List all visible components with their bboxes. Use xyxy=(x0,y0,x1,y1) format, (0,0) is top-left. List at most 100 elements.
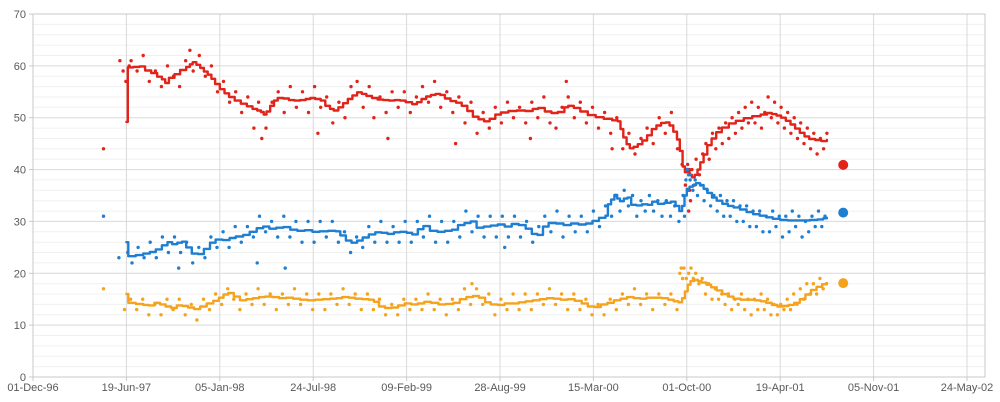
blue-poll-dot xyxy=(354,235,359,239)
orange-poll-dot xyxy=(250,302,254,307)
blue-final-result-dot xyxy=(838,207,849,218)
red-poll-dot xyxy=(815,152,819,156)
orange-poll-dot xyxy=(541,302,546,307)
blue-poll-dot xyxy=(177,266,181,270)
red-poll-dot xyxy=(645,126,649,130)
orange-poll-dot xyxy=(553,302,558,307)
red-poll-dot xyxy=(769,116,773,120)
orange-poll-dot xyxy=(414,297,418,301)
y-axis-label: 10 xyxy=(14,320,26,332)
blue-poll-dot xyxy=(476,214,480,218)
blue-poll-dot xyxy=(269,219,274,224)
red-poll-dot xyxy=(714,147,718,151)
orange-poll-dot xyxy=(317,292,321,296)
x-axis-label: 15-Mar-00 xyxy=(568,382,619,394)
red-poll-dot xyxy=(795,136,800,141)
blue-poll-dot xyxy=(618,209,622,213)
blue-poll-dot xyxy=(630,193,635,198)
blue-poll-dot xyxy=(178,250,183,255)
blue-poll-dot xyxy=(136,245,140,250)
blue-poll-dot xyxy=(816,209,821,213)
x-axis-label: 05-Nov-01 xyxy=(848,382,899,394)
orange-poll-dot xyxy=(669,292,673,296)
blue-poll-dot xyxy=(585,230,589,234)
orange-poll-dot xyxy=(775,313,780,317)
blue-poll-dot xyxy=(330,219,334,224)
blue-poll-dot xyxy=(221,230,225,234)
blue-poll-dot xyxy=(503,245,507,250)
blue-poll-dot xyxy=(283,266,287,270)
red-poll-dot xyxy=(420,84,425,89)
x-axis-label: 24-Jul-98 xyxy=(290,382,336,394)
orange-poll-dot xyxy=(756,307,760,312)
blue-poll-dot xyxy=(820,224,824,229)
red-poll-dot xyxy=(165,64,170,68)
red-poll-dot xyxy=(481,110,485,115)
red-poll-dot xyxy=(414,95,419,99)
blue-poll-dot xyxy=(579,214,583,218)
red-poll-dot xyxy=(129,59,133,63)
red-poll-dot xyxy=(812,131,816,135)
red-poll-dot xyxy=(743,105,747,110)
red-poll-dot xyxy=(821,147,826,151)
blue-poll-dot xyxy=(160,235,165,239)
red-poll-dot xyxy=(517,105,522,110)
blue-poll-dot xyxy=(603,204,608,208)
blue-poll-dot xyxy=(807,230,811,234)
red-poll-dot xyxy=(554,126,558,130)
blue-poll-dot xyxy=(421,235,426,239)
blue-poll-dot xyxy=(626,204,631,208)
orange-poll-dot xyxy=(244,292,248,296)
y-axis-label: 0 xyxy=(20,372,26,384)
blue-poll-dot xyxy=(744,204,749,208)
orange-poll-dot xyxy=(694,271,698,275)
blue-poll-dot xyxy=(813,224,817,229)
blue-poll-dot xyxy=(263,230,268,234)
vertical-gridlines xyxy=(125,14,968,377)
blue-poll-dot xyxy=(790,209,794,213)
red-poll-dot xyxy=(802,141,806,146)
red-poll-dot xyxy=(686,162,690,167)
blue-poll-dot xyxy=(367,224,371,229)
blue-poll-dot xyxy=(695,193,700,198)
red-poll-dot xyxy=(683,183,688,187)
blue-poll-dot xyxy=(227,245,231,250)
orange-poll-dot xyxy=(159,313,163,317)
red-poll-dot xyxy=(723,121,728,125)
blue-poll-dot xyxy=(197,245,201,250)
blue-poll-dot xyxy=(306,219,310,224)
orange-poll-dot xyxy=(147,313,151,317)
orange-poll-dot xyxy=(238,307,242,312)
orange-poll-dot xyxy=(274,307,278,312)
orange-poll-dot xyxy=(481,302,485,307)
red-poll-dot xyxy=(657,116,661,120)
blue-poll-dot xyxy=(209,235,213,239)
red-poll-dot xyxy=(602,110,607,115)
orange-poll-dot xyxy=(680,276,685,281)
blue-poll-dot xyxy=(385,240,389,244)
orange-poll-dot xyxy=(743,307,747,312)
blue-poll-dot xyxy=(685,167,689,172)
orange-poll-dot xyxy=(359,307,363,312)
blue-poll-dot xyxy=(288,235,292,239)
orange-poll-dot xyxy=(298,302,303,307)
blue-poll-dot xyxy=(494,235,498,239)
red-poll-dot xyxy=(445,90,449,94)
red-poll-dot xyxy=(663,131,667,135)
blue-poll-dot xyxy=(597,224,602,229)
red-poll-dot xyxy=(197,53,201,58)
blue-poll-dot xyxy=(754,224,759,229)
blue-poll-dot xyxy=(668,214,673,218)
x-axis-labels: 01-Dec-96 19-Jun-97 05-Jan-98 24-Jul-98 09-F… xyxy=(7,382,993,394)
orange-poll-dot xyxy=(371,307,376,312)
red-poll-dot xyxy=(621,147,625,151)
orange-poll-dot xyxy=(814,292,819,296)
red-poll-dot xyxy=(763,110,767,115)
orange-poll-dot xyxy=(716,297,721,301)
x-axis-label: 05-Jan-98 xyxy=(195,382,245,394)
orange-poll-dot xyxy=(438,297,442,301)
orange-poll-dot xyxy=(729,307,734,312)
orange-poll-dot xyxy=(638,302,643,307)
red-poll-dot xyxy=(825,131,829,135)
blue-poll-dot xyxy=(725,199,729,203)
